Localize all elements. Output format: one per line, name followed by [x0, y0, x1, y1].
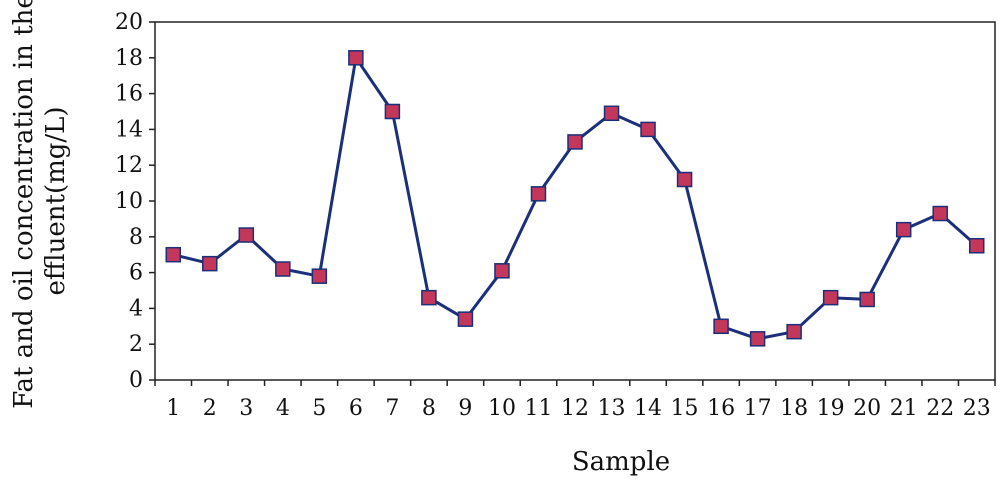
- x-tick-label: 18: [780, 396, 808, 421]
- x-tick-label: 5: [312, 396, 326, 421]
- data-point: [932, 205, 948, 222]
- y-tick-label: 0: [129, 368, 143, 393]
- x-tick-label: 8: [422, 396, 436, 421]
- y-axis-title-line: effluent(mg/L): [41, 106, 71, 295]
- data-point: [822, 289, 839, 306]
- x-tick-label: 20: [853, 396, 881, 421]
- y-tick-label: 10: [115, 189, 143, 214]
- data-point: [676, 171, 693, 188]
- x-tick-label: 19: [817, 396, 845, 421]
- x-tick-label: 10: [488, 396, 516, 421]
- data-point: [457, 311, 474, 327]
- data-point: [968, 238, 985, 254]
- data-point: [567, 134, 583, 150]
- data-point: [238, 227, 255, 243]
- y-tick-label: 14: [115, 117, 143, 142]
- y-axis-title-line: Fat and oil concentration in the: [9, 0, 39, 409]
- data-point: [384, 103, 401, 120]
- x-tick-label: 14: [634, 396, 662, 421]
- data-point: [713, 318, 729, 335]
- y-tick-label: 12: [115, 153, 143, 178]
- x-tick-label: 17: [744, 396, 772, 421]
- y-tick-label: 2: [129, 332, 143, 357]
- y-tick-label: 4: [129, 296, 143, 321]
- data-point: [786, 323, 802, 340]
- plot-frame: [154, 21, 996, 381]
- data-point: [640, 121, 656, 138]
- data-point: [859, 291, 875, 308]
- x-tick-label: 2: [203, 396, 217, 421]
- data-point: [348, 50, 364, 66]
- y-axis-title: Fat and oil concentration in the effluent…: [9, 0, 71, 409]
- axes: [154, 21, 996, 381]
- y-tick-label: 20: [115, 10, 143, 35]
- data-point: [165, 246, 182, 263]
- x-axis-title: Sample: [572, 447, 670, 477]
- y-tick-label: 16: [115, 82, 143, 107]
- x-tick-label: 3: [239, 396, 253, 421]
- data-point: [749, 331, 766, 347]
- data-series: [165, 50, 985, 347]
- x-tick-label: 9: [458, 396, 472, 421]
- x-tick-label: 23: [963, 396, 991, 421]
- data-point: [530, 186, 547, 202]
- y-tick-label: 18: [115, 46, 143, 71]
- x-tick-label: 1: [166, 396, 180, 421]
- data-point: [311, 268, 328, 284]
- x-tick-label: 11: [524, 396, 552, 421]
- data-point: [895, 221, 912, 238]
- series-line: [172, 56, 978, 341]
- x-tick-label: 7: [385, 396, 399, 421]
- y-tick-label: 6: [129, 261, 143, 286]
- y-tick-label: 8: [129, 225, 143, 250]
- x-tick-label: 16: [707, 396, 735, 421]
- data-point: [421, 289, 437, 306]
- x-axis-ticks: 1 2 3 4 5 6 7 8 9 10 11 12 13 14 15 16 17 18 19 20 21 22 23: [154, 380, 996, 421]
- y-axis-ticks: 0 2 4 6 8 10 12 14 16 18 20: [115, 10, 155, 393]
- data-point: [275, 261, 291, 277]
- x-tick-label: 21: [890, 396, 918, 421]
- data-point: [202, 255, 218, 272]
- x-tick-label: 6: [349, 396, 363, 421]
- data-point: [603, 105, 620, 122]
- x-tick-label: 22: [926, 396, 954, 421]
- data-point: [494, 263, 510, 279]
- x-tick-label: 12: [561, 396, 589, 421]
- x-tick-label: 13: [598, 396, 626, 421]
- x-tick-label: 15: [671, 396, 699, 421]
- x-tick-label: 4: [276, 396, 290, 421]
